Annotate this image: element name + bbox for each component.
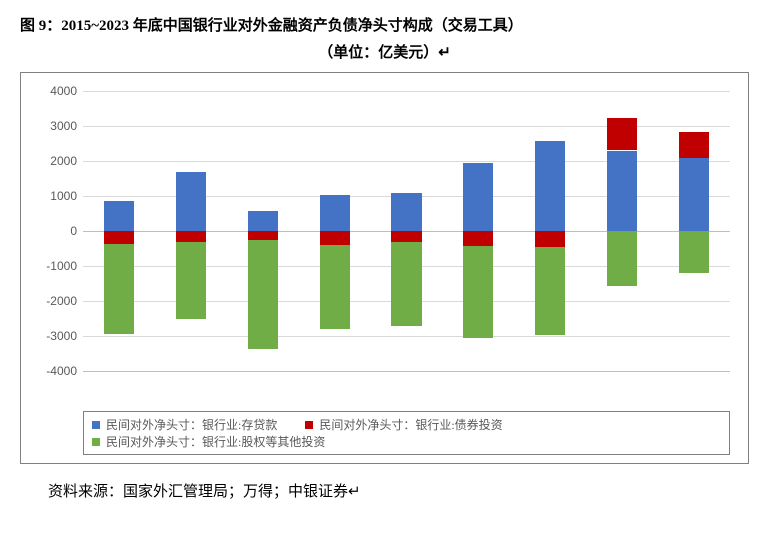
y-tick-label: -2000	[46, 294, 77, 308]
source-line: 资料来源：国家外汇管理局；万得；中银证券↵	[48, 480, 749, 501]
y-tick-label: -3000	[46, 329, 77, 343]
bar-segment	[176, 242, 206, 320]
legend-label: 民间对外净头寸：银行业:债券投资	[319, 416, 502, 433]
gridline	[83, 336, 730, 337]
legend-swatch	[305, 421, 313, 429]
legend-item: 民间对外净头寸：银行业:债券投资	[305, 416, 502, 433]
bar-segment	[391, 193, 421, 231]
bar-segment	[463, 246, 493, 338]
bar-segment	[607, 118, 637, 151]
bar-segment	[535, 231, 565, 247]
y-tick-label: 3000	[50, 119, 77, 133]
legend-item: 民间对外净头寸：银行业:存贷款	[92, 416, 277, 433]
y-tick-label: 1000	[50, 189, 77, 203]
bar-segment	[463, 163, 493, 231]
bar-segment	[176, 231, 206, 242]
bar-segment	[679, 231, 709, 273]
legend-label: 民间对外净头寸：银行业:股权等其他投资	[106, 433, 325, 450]
bar-segment	[320, 231, 350, 245]
bar-segment	[176, 172, 206, 232]
bar-segment	[104, 201, 134, 231]
bar-segment	[535, 247, 565, 335]
y-tick-label: 4000	[50, 84, 77, 98]
gridline	[83, 91, 730, 92]
chart-frame: -4000-3000-2000-100001000200030004000201…	[20, 72, 749, 464]
bar-segment	[679, 158, 709, 231]
legend-label: 民间对外净头寸：银行业:存贷款	[106, 416, 277, 433]
figure-title: 图 9：2015~2023 年底中国银行业对外金融资产负债净头寸构成（交易工具）	[20, 14, 749, 35]
legend-swatch	[92, 421, 100, 429]
bar-segment	[320, 195, 350, 231]
figure-subtitle: （单位：亿美元）↵	[20, 41, 749, 62]
bar-segment	[679, 132, 709, 158]
bar-segment	[248, 211, 278, 231]
bar-segment	[104, 231, 134, 244]
y-tick-label: -4000	[46, 364, 77, 378]
gridline	[83, 371, 730, 372]
bar-segment	[535, 141, 565, 231]
bar-segment	[104, 244, 134, 334]
bar-segment	[607, 151, 637, 232]
bar-segment	[391, 231, 421, 242]
bar-segment	[391, 242, 421, 326]
y-tick-label: 0	[70, 224, 77, 238]
bar-segment	[463, 231, 493, 246]
plot-area: -4000-3000-2000-100001000200030004000201…	[83, 91, 730, 371]
y-tick-label: 2000	[50, 154, 77, 168]
legend-swatch	[92, 438, 100, 446]
bar-segment	[248, 240, 278, 349]
y-tick-label: -1000	[46, 259, 77, 273]
legend: 民间对外净头寸：银行业:存贷款 民间对外净头寸：银行业:债券投资民间对外净头寸：银…	[83, 411, 730, 455]
bar-segment	[320, 245, 350, 329]
bar-segment	[607, 231, 637, 286]
legend-item: 民间对外净头寸：银行业:股权等其他投资	[92, 433, 325, 450]
bar-segment	[248, 231, 278, 240]
